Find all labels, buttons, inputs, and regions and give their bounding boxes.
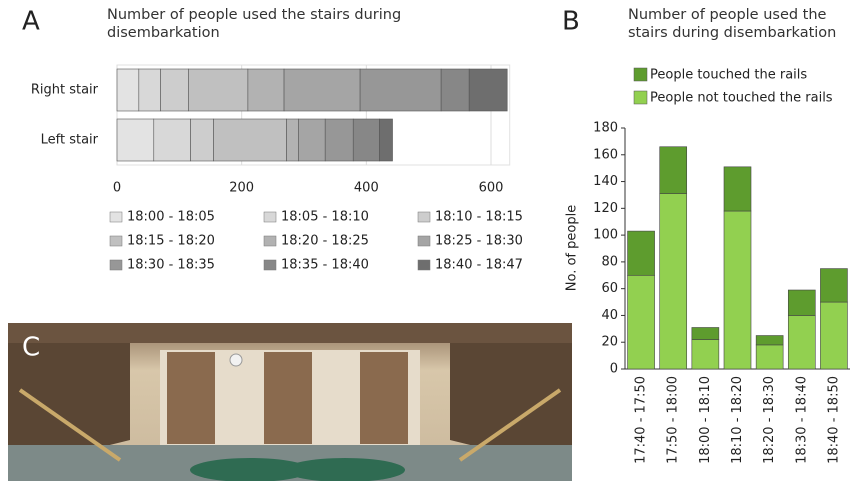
bar-segment — [360, 69, 441, 111]
legend-label: 18:10 - 18:15 — [435, 210, 523, 225]
bar-segment — [379, 119, 392, 161]
legend-label: 18:40 - 18:47 — [435, 258, 523, 273]
bar-segment — [628, 275, 655, 369]
bar-segment — [469, 69, 507, 111]
bar-segment — [660, 147, 687, 194]
legend-label: 18:00 - 18:05 — [127, 210, 215, 225]
y-tick-label: 100 — [593, 228, 618, 243]
y-tick-label: 140 — [593, 174, 618, 189]
legend-label: 18:30 - 18:35 — [127, 258, 215, 273]
y-tick-label: 120 — [593, 201, 618, 216]
bar-segment — [756, 345, 783, 369]
y-tick-label: 0 — [610, 362, 618, 377]
y-tick-label: Left stair — [41, 133, 99, 148]
figure: Number of people used the stairs during … — [0, 0, 858, 481]
bar-segment — [284, 69, 360, 111]
legend-swatch — [264, 236, 276, 246]
x-tick-label: 18:10 - 18:20 — [730, 376, 745, 464]
bar-segment — [161, 69, 189, 111]
chart: CA0200400600Right stairLeft stair18:00 -… — [0, 0, 858, 481]
legend-label: 18:35 - 18:40 — [281, 258, 369, 273]
legend-swatch — [418, 236, 430, 246]
legend-swatch — [110, 212, 122, 222]
panel-label: C — [22, 333, 40, 363]
bar-segment — [189, 69, 248, 111]
bar-segment — [724, 211, 751, 369]
bar-segment — [248, 69, 284, 111]
x-tick-label: 18:00 - 18:10 — [698, 376, 713, 464]
bar-segment — [117, 119, 154, 161]
bar-segment — [660, 194, 687, 369]
y-tick-label: 160 — [593, 147, 618, 162]
bar-segment — [353, 119, 379, 161]
x-tick-label: 18:30 - 18:40 — [794, 376, 809, 464]
photo — [8, 323, 572, 481]
legend-label: 18:25 - 18:30 — [435, 234, 523, 249]
y-tick-label: 180 — [593, 121, 618, 136]
x-tick-label: 600 — [479, 181, 504, 196]
x-tick-label: 17:40 - 17:50 — [634, 376, 649, 464]
panel-label: A — [22, 7, 40, 37]
legend-label: 18:05 - 18:10 — [281, 210, 369, 225]
legend-swatch — [110, 260, 122, 270]
x-tick-label: 400 — [354, 181, 379, 196]
bar-segment — [692, 340, 719, 369]
bar-segment — [298, 119, 325, 161]
bar-segment — [756, 336, 783, 345]
bar-segment — [788, 315, 815, 369]
legend-label: People not touched the rails — [650, 91, 833, 106]
bar-segment — [325, 119, 353, 161]
y-tick-label: Right stair — [31, 83, 99, 98]
bar-segment — [628, 231, 655, 275]
y-axis-label: No. of people — [565, 205, 580, 291]
legend-swatch — [634, 91, 647, 104]
y-tick-label: 60 — [601, 281, 618, 296]
x-tick-label: 0 — [113, 181, 121, 196]
bar-segment — [441, 69, 469, 111]
legend-swatch — [264, 212, 276, 222]
legend-label: 18:20 - 18:25 — [281, 234, 369, 249]
x-tick-label: 18:20 - 18:30 — [762, 376, 777, 464]
bar-segment — [214, 119, 287, 161]
y-tick-label: 80 — [601, 254, 618, 269]
x-tick-label: 17:50 - 18:00 — [666, 376, 681, 464]
legend-swatch — [418, 212, 430, 222]
y-tick-label: 40 — [601, 308, 618, 323]
bar-segment — [692, 327, 719, 339]
legend-swatch — [264, 260, 276, 270]
x-tick-label: 200 — [229, 181, 254, 196]
legend-swatch — [634, 68, 647, 81]
bar-segment — [788, 290, 815, 315]
legend-label: People touched the rails — [650, 68, 807, 83]
bar-segment — [820, 269, 847, 302]
legend-label: 18:15 - 18:20 — [127, 234, 215, 249]
x-tick-label: 18:40 - 18:50 — [826, 376, 841, 464]
legend-swatch — [418, 260, 430, 270]
bar-segment — [154, 119, 191, 161]
bar-segment — [287, 119, 299, 161]
bar-segment — [117, 69, 139, 111]
y-tick-label: 20 — [601, 335, 618, 350]
bar-segment — [724, 167, 751, 211]
panel-label: B — [562, 7, 580, 37]
bar-segment — [191, 119, 214, 161]
legend-swatch — [110, 236, 122, 246]
bar-segment — [820, 302, 847, 369]
bar-segment — [139, 69, 161, 111]
